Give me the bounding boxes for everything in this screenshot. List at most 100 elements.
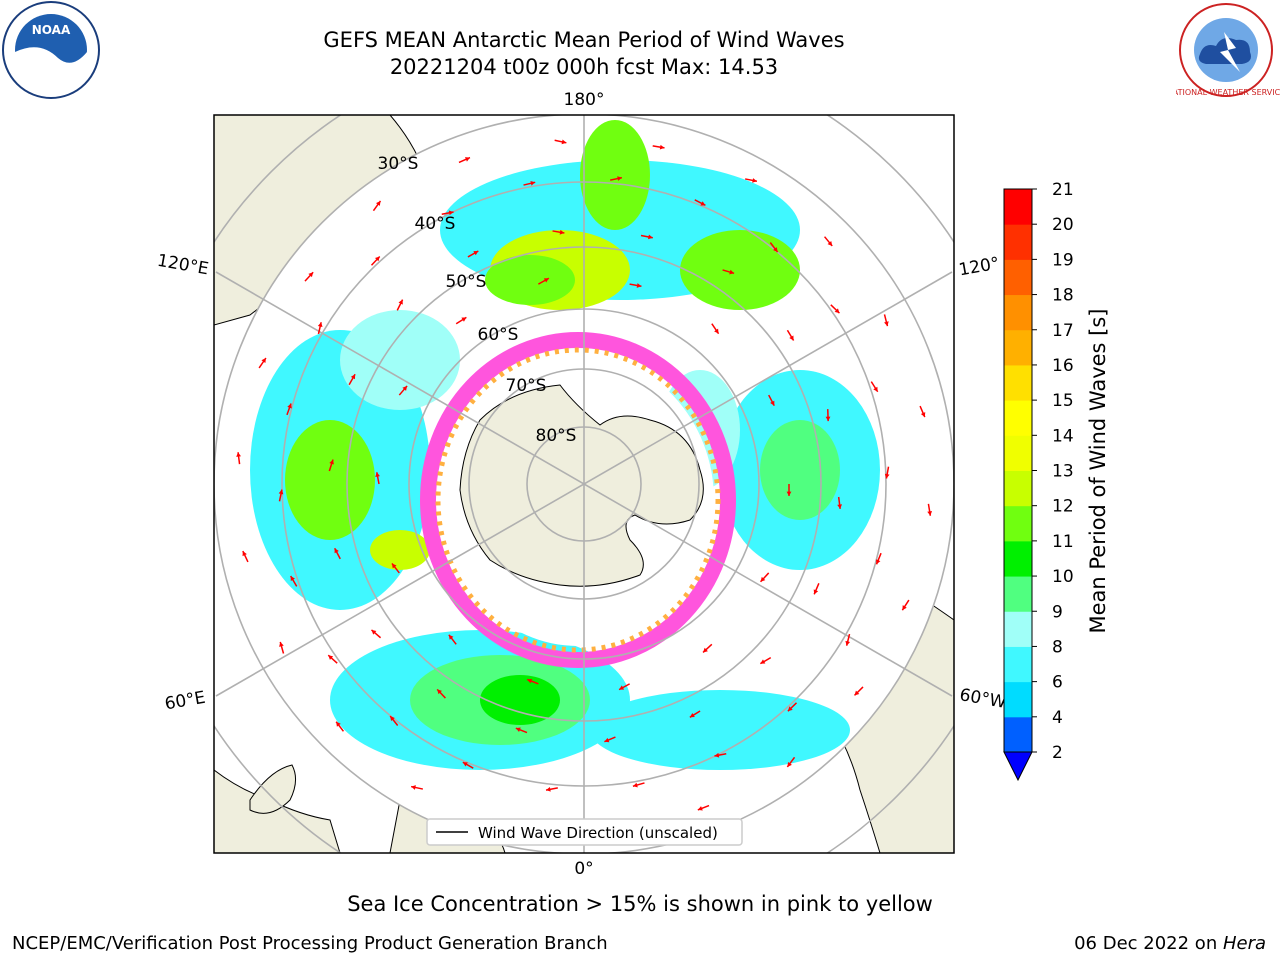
wind-wave-arrowhead (752, 178, 757, 183)
colorbar-tick-label: 2 (1052, 743, 1063, 763)
lat-label-50s: 50°S (446, 272, 487, 292)
wind-wave-arrowhead (875, 559, 881, 565)
colorbar-tick-label: 4 (1052, 708, 1063, 728)
wind-wave-arrowhead (546, 786, 551, 792)
graticule (214, 115, 954, 853)
wind-wave-arrowhead (837, 504, 842, 509)
wind-wave-arrowhead (448, 634, 454, 640)
colorbar-tick-label: 10 (1052, 567, 1074, 587)
wind-wave-arrowhead (827, 241, 833, 246)
wind-wave-arrowhead (279, 641, 284, 647)
wind-wave-arrowhead (515, 727, 521, 732)
map-frame (213, 114, 955, 854)
wind-wave-arrowhead (371, 629, 377, 635)
colorbar-segment (1004, 400, 1032, 436)
colorbar-tick-label: 20 (1052, 215, 1074, 235)
wind-wave-arrowhead (834, 308, 840, 314)
wind-wave-direction-arrows (236, 139, 933, 829)
lon-label-120w: 120° (957, 254, 1001, 281)
map-legend: Wind Wave Direction (unscaled) (426, 818, 743, 846)
lat-label-70s: 70°S (506, 376, 547, 396)
colorbar-segment (1004, 329, 1032, 366)
colorbar-tick-label: 6 (1052, 673, 1063, 693)
wind-wave-arrowhead (375, 472, 380, 477)
wind-wave-arrowhead (390, 716, 395, 722)
noaa-logo-text: NOAA (32, 23, 71, 37)
sea-ice-note: Sea Ice Concentration > 15% is shown in … (347, 892, 933, 916)
colorbar-segment (1004, 505, 1032, 542)
noaa-logo-icon: NOAA (2, 1, 100, 99)
colorbar-segment (1004, 681, 1032, 718)
wind-wave-arrowhead (398, 299, 403, 305)
lon-label-60w: 60°W (958, 685, 1008, 713)
wind-wave-arrowhead (787, 706, 793, 712)
colorbar-segment (1004, 470, 1032, 507)
wind-wave-arrowhead (902, 605, 907, 611)
lon-label-180: 180° (564, 90, 605, 110)
wind-wave-arrowhead (242, 551, 247, 557)
wind-wave-arrowhead (411, 785, 416, 790)
wind-wave-arrowhead (530, 180, 536, 186)
wind-wave-arrowhead (559, 229, 565, 235)
colorbar-segment (1004, 224, 1032, 260)
wind-wave-arrowhead (632, 782, 638, 788)
nws-logo-icon: NATIONAL WEATHER SERVICE (1176, 3, 1280, 97)
wind-wave-arrowhead (703, 647, 708, 653)
wind-wave-arrowhead (604, 737, 610, 743)
lat-label-80s: 80°S (536, 426, 577, 446)
footer-date-text: 06 Dec 2022 on (1074, 933, 1223, 954)
wind-wave-arrowhead (336, 721, 341, 727)
colorbar-tick-label: 8 (1052, 637, 1063, 657)
wind-wave-arrowhead (659, 144, 665, 150)
colorbar-tick-label: 14 (1052, 426, 1074, 446)
colorbar-segment (1004, 435, 1032, 471)
wind-wave-arrowhead (760, 659, 766, 664)
nws-logo-text: NATIONAL WEATHER SERVICE (1176, 88, 1280, 97)
wind-wave-arrowhead (770, 400, 775, 406)
colorbar-tick-label: 9 (1052, 602, 1063, 622)
wind-wave-arrowhead (261, 358, 266, 363)
wind-wave-arrowhead (329, 459, 334, 465)
wind-wave-arrowhead (461, 317, 467, 322)
colorbar-segment (1004, 259, 1032, 296)
wind-wave-arrowhead (287, 403, 292, 409)
chart-title: GEFS MEAN Antarctic Mean Period of Wind … (323, 28, 845, 52)
wind-wave-arrowhead (689, 712, 695, 718)
wind-wave-arrowhead (873, 386, 878, 392)
colorbar-tick-label: 18 (1052, 286, 1074, 306)
wind-wave-arrowhead (437, 689, 442, 695)
colorbar-segment (1004, 716, 1032, 753)
colorbar-segment (1004, 540, 1032, 577)
colorbar-segment (1004, 189, 1032, 225)
colorbar-tick-label: 21 (1052, 180, 1074, 200)
colorbar-tick-label: 11 (1052, 532, 1074, 552)
lon-label-0: 0° (574, 859, 593, 879)
colorbar-tick-label: 16 (1052, 356, 1074, 376)
footer-host: Hera (1222, 933, 1266, 954)
wind-wave-arrowhead (527, 678, 533, 684)
wind-wave-arrowhead (448, 210, 454, 216)
wind-wave-arrowhead (236, 452, 241, 457)
wind-wave-arrowhead (927, 510, 933, 516)
lat-label-60s: 60°S (478, 325, 519, 345)
legend-label: Wind Wave Direction (unscaled) (478, 824, 718, 842)
wind-wave-arrowhead (561, 139, 567, 145)
wind-wave-arrowhead (786, 491, 792, 496)
wind-wave-arrowhead (402, 385, 408, 391)
colorbar-tick-label: 13 (1052, 462, 1074, 482)
colorbar-segment (1004, 611, 1032, 647)
wind-wave-arrowhead (317, 322, 323, 328)
chart-subtitle-run: 20221204 t00z 000h fcst Max: 14.53 (389, 55, 779, 79)
colorbar-segment (1004, 576, 1032, 612)
wind-wave-arrowhead (308, 272, 314, 278)
wind-wave-arrowhead (617, 176, 622, 181)
wind-wave-arrowhead (854, 690, 860, 696)
wind-wave-arrowhead (462, 762, 468, 767)
colorbar-segment (1004, 646, 1032, 683)
wind-wave-arrowhead (334, 548, 339, 554)
wind-wave-arrowhead (464, 157, 470, 162)
colorbar-label: Mean Period of Wind Waves [s] (1086, 309, 1110, 634)
footer-date: 06 Dec 2022 on Hera (1074, 933, 1266, 954)
wind-wave-arrowhead (648, 234, 653, 240)
